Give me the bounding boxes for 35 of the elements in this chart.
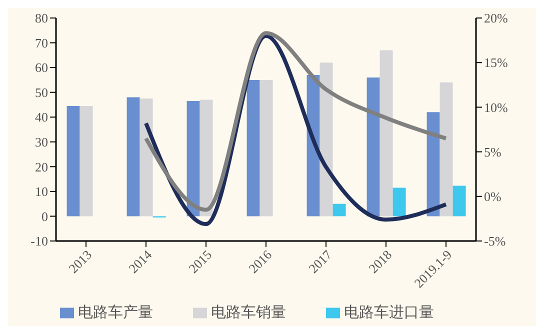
bar	[332, 204, 346, 216]
y-tick-label: 30	[35, 134, 48, 150]
bar	[200, 100, 213, 216]
bar	[246, 80, 260, 216]
y-tick-label: 60	[35, 60, 48, 76]
y-tick-label: 80	[35, 10, 48, 26]
y2-tick-label: 5%	[484, 144, 502, 160]
bar	[126, 97, 140, 216]
y-tick-label: 70	[35, 35, 48, 50]
bar	[440, 82, 453, 216]
legend-label: 电路车进口量	[344, 303, 434, 321]
bar	[366, 77, 380, 216]
y2-tick-label: 20%	[484, 10, 508, 26]
bar	[426, 112, 440, 216]
y-tick-label: 50	[35, 84, 48, 100]
y-tick-label: 10	[35, 184, 48, 200]
y2-tick-label: -5%	[484, 234, 506, 249]
bar	[80, 106, 93, 216]
y-tick-label: 40	[35, 110, 48, 125]
bar	[452, 186, 466, 216]
y-tick-label: 0	[42, 208, 48, 224]
bar	[380, 50, 393, 216]
bar	[260, 80, 273, 216]
y2-tick-label: 15%	[484, 55, 508, 70]
bar	[66, 106, 80, 216]
bar	[140, 98, 153, 216]
y2-tick-label: 0%	[484, 189, 502, 204]
bar	[320, 62, 333, 216]
bar	[392, 188, 406, 216]
legend-label: 电路车产量	[78, 303, 153, 321]
y-tick-label: -10	[30, 234, 48, 249]
bar	[186, 101, 200, 216]
y2-tick-label: 10%	[484, 100, 508, 115]
y-tick-label: 20	[35, 159, 48, 174]
legend-label: 电路车销量	[211, 303, 286, 321]
